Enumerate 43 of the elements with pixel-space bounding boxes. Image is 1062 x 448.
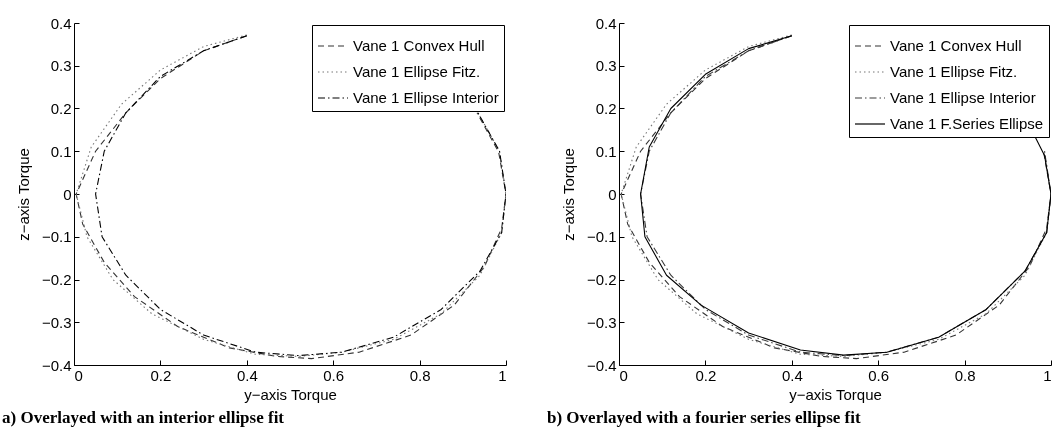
x-axis-title: y−axis Torque bbox=[244, 385, 337, 403]
x-tick-label: 0.6 bbox=[868, 366, 890, 384]
y-tick-label: −0.4 bbox=[586, 356, 617, 374]
y-tick-label: 0.2 bbox=[595, 100, 617, 117]
text: b) Overlayed with a fourier series ellipse fit bbox=[547, 408, 861, 427]
y-tick-label: −0.3 bbox=[586, 313, 617, 331]
legend-label: Vane 1 F.Series Ellipse bbox=[890, 115, 1044, 132]
y-tick-label: 0.3 bbox=[595, 57, 617, 75]
x-tick-label: 0.8 bbox=[409, 366, 431, 384]
y-tick-label: −0.1 bbox=[586, 228, 617, 246]
x-tick-label: 0.4 bbox=[781, 366, 803, 384]
y-tick-label: 0.3 bbox=[50, 57, 72, 75]
y-tick-label: 0.2 bbox=[50, 100, 72, 117]
y-tick-label: 0 bbox=[63, 185, 72, 203]
y-axis-title: z−axis Torque bbox=[559, 148, 577, 241]
legend-label: Vane 1 Ellipse Fitz. bbox=[353, 63, 481, 80]
y-tick-label: −0.3 bbox=[41, 313, 72, 331]
x-tick-label: 0.8 bbox=[954, 366, 976, 384]
x-tick-label: 0.2 bbox=[695, 366, 717, 384]
y-axis-title: z−axis Torque bbox=[14, 148, 32, 241]
x-tick-label: 1 bbox=[1043, 366, 1052, 384]
x-tick-label: 1 bbox=[498, 366, 507, 384]
text: a) Overlayed with an interior ellipse fit bbox=[2, 408, 285, 427]
x-tick-label: 0 bbox=[74, 366, 83, 384]
y-tick-label: 0 bbox=[608, 185, 617, 203]
legend-label: Vane 1 Ellipse Interior bbox=[890, 89, 1036, 106]
y-tick-label: 0.4 bbox=[50, 14, 72, 32]
legend-label: Vane 1 Convex Hull bbox=[890, 37, 1022, 54]
y-tick-label: −0.2 bbox=[41, 271, 72, 288]
x-axis-title: y−axis Torque bbox=[789, 385, 882, 403]
y-tick-label: 0.1 bbox=[50, 142, 72, 160]
y-tick-label: −0.2 bbox=[586, 271, 617, 288]
legend-label: Vane 1 Ellipse Interior bbox=[353, 89, 499, 106]
legend-label: Vane 1 Ellipse Fitz. bbox=[890, 63, 1018, 80]
y-tick-label: −0.4 bbox=[41, 356, 72, 374]
legend-label: Vane 1 Convex Hull bbox=[353, 37, 485, 54]
y-tick-label: 0.4 bbox=[595, 14, 617, 32]
x-tick-label: 0 bbox=[619, 366, 628, 384]
y-tick-label: −0.1 bbox=[41, 228, 72, 246]
x-tick-label: 0.2 bbox=[150, 366, 172, 384]
x-tick-label: 0.6 bbox=[323, 366, 345, 384]
y-tick-label: 0.1 bbox=[595, 142, 617, 160]
x-tick-label: 0.4 bbox=[236, 366, 258, 384]
